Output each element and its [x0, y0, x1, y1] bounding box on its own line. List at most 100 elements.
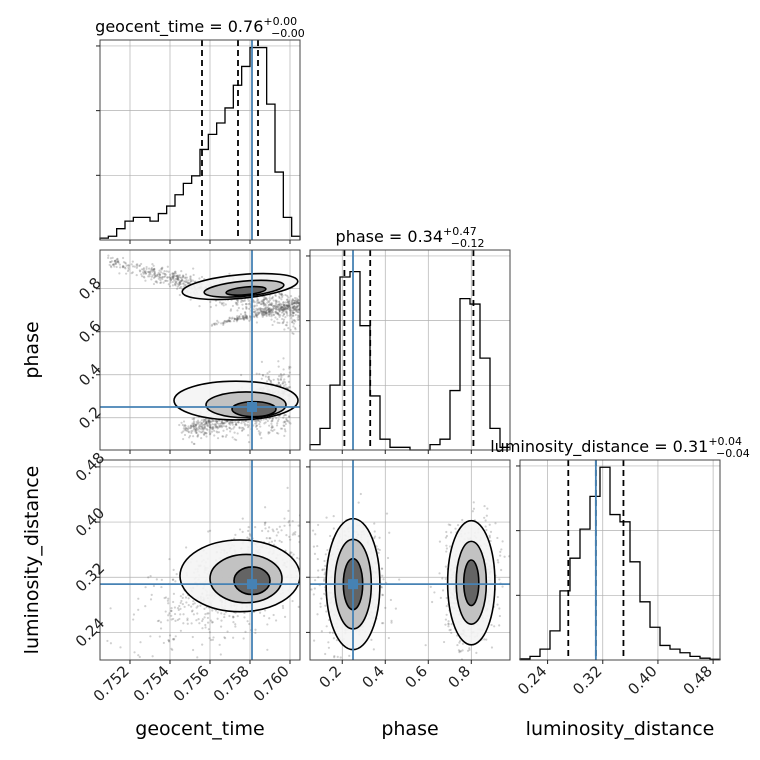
panel-phase-luminosity_distance-sample [493, 625, 496, 628]
title-sub-luminosity_distance: −0.04 [716, 447, 750, 460]
panel-geocent_time-phase-sample [286, 314, 289, 317]
panel-geocent_time-phase-sample [263, 302, 266, 305]
panel-phase-luminosity_distance-sample [458, 650, 461, 653]
panel-geocent_time-phase-sample [176, 282, 179, 286]
panel-phase-luminosity_distance-sample [489, 530, 493, 534]
panel-geocent_time-phase-sample [279, 314, 282, 317]
panel-geocent_time-phase-sample [292, 299, 296, 302]
panel-phase-luminosity_distance-sample [325, 625, 328, 628]
panel-geocent_time-phase-sample [285, 312, 289, 315]
panel-geocent_time-phase-sample [215, 425, 218, 428]
panel-phase-luminosity_distance-sample [382, 622, 385, 625]
panel-geocent_time-phase-sample [295, 300, 298, 303]
panel-geocent_time-phase-sample [285, 310, 288, 313]
panel-geocent_time-phase-sample [221, 435, 224, 438]
panel-geocent_time-luminosity_distance-sample [300, 535, 302, 537]
panel-geocent_time-phase-sample [282, 307, 285, 310]
panel-geocent_time-phase-sample [184, 283, 187, 287]
panel-geocent_time-phase-sample [278, 296, 281, 300]
panel-geocent_time-phase-sample [112, 263, 115, 266]
panel-geocent_time-phase-sample [209, 420, 212, 423]
panel-geocent_time-phase-sample [223, 320, 226, 323]
panel-geocent_time-phase-sample [268, 297, 271, 300]
panel-geocent_time-phase-sample [261, 314, 264, 317]
panel-geocent_time-luminosity_distance-sample [329, 543, 331, 545]
panel-geocent_time-phase-sample [226, 420, 230, 423]
panel-geocent_time-phase-sample [187, 281, 190, 285]
panel-geocent_time-phase-sample [149, 272, 152, 276]
panel-geocent_time-phase-sample [200, 428, 203, 431]
panel-phase-luminosity_distance-sample [499, 554, 502, 557]
panel-geocent_time-luminosity_distance-sample [196, 605, 199, 608]
panel-geocent_time-phase-sample [241, 420, 244, 423]
panel-geocent_time-luminosity_distance-sample [269, 537, 272, 540]
panel-geocent_time-phase-sample [265, 312, 268, 315]
panel-geocent_time-luminosity_distance-sample [147, 576, 150, 579]
panel-geocent_time-phase-sample [279, 308, 282, 311]
panel-geocent_time-phase-sample [176, 278, 179, 281]
panel-geocent_time-phase-sample [115, 259, 118, 262]
panel-geocent_time-phase-sample [207, 421, 211, 424]
panel-geocent_time-luminosity_distance-sample [166, 619, 169, 622]
panel-geocent_time-phase-sample [161, 267, 164, 270]
panel-geocent_time-phase-sample [112, 263, 115, 266]
panel-geocent_time-luminosity_distance-sample [301, 562, 303, 564]
panel-geocent_time-phase-sample [205, 435, 208, 438]
panel-geocent_time-luminosity_distance-sample [190, 622, 193, 625]
panel-geocent_time-phase-sample [151, 263, 154, 266]
panel-geocent_time-luminosity_distance-sample [296, 556, 299, 560]
panel-geocent_time-phase-sample [116, 258, 119, 261]
panel-geocent_time-luminosity_distance-sample [170, 618, 173, 621]
panel-phase-luminosity_distance-sample [325, 610, 328, 613]
panel-geocent_time-phase-sample [264, 313, 267, 316]
panel-geocent_time-phase-sample [267, 313, 270, 316]
panel-geocent_time-luminosity_distance-sample [186, 617, 189, 620]
panel-phase-luminosity_distance-sample [458, 651, 461, 654]
panel-geocent_time-phase-sample [274, 294, 277, 298]
panel-geocent_time-phase-sample [260, 310, 263, 314]
panel-geocent_time-phase-sample [242, 315, 245, 318]
panel-geocent_time-phase-sample [234, 301, 238, 304]
panel-geocent_time-phase-sample [156, 273, 159, 276]
panel-geocent_time-luminosity_distance-sample [271, 528, 274, 531]
panel-geocent_time-phase-sample [271, 297, 274, 300]
panel-geocent_time-phase-sample [234, 423, 237, 426]
panel-geocent_time-luminosity_distance-content [100, 460, 331, 660]
panel-geocent_time-phase-sample [287, 380, 291, 383]
panel-geocent_time-phase-sample [186, 281, 190, 284]
panel-geocent_time-phase-sample [257, 311, 261, 315]
panel-geocent_time-phase-sample [171, 284, 175, 287]
panel-geocent_time-phase-sample [215, 420, 218, 423]
panel-geocent_time-phase-sample [177, 274, 180, 277]
panel-geocent_time-phase-sample [152, 268, 155, 272]
panel-geocent_time-phase-sample [187, 279, 190, 282]
panel-geocent_time-luminosity_distance-sample [278, 539, 281, 542]
panel-geocent_time-phase-sample [230, 421, 233, 424]
panel-geocent_time-phase-sample [261, 298, 265, 302]
panel-geocent_time-phase-sample [255, 307, 258, 310]
panel-geocent_time-phase-sample [260, 300, 263, 304]
panel-geocent_time-phase-sample [268, 424, 271, 427]
panel-geocent_time-phase-sample [269, 307, 272, 310]
panel-geocent_time-phase-sample [159, 271, 163, 274]
panel-geocent_time-phase-sample [166, 276, 169, 279]
panel-geocent_time-phase-sample [295, 303, 298, 306]
panel-phase-luminosity_distance-sample [319, 605, 322, 608]
panel-geocent_time-phase-sample [287, 419, 290, 423]
panel-geocent_time-phase-sample [244, 314, 247, 317]
panel-geocent_time-phase-sample [265, 380, 269, 383]
panel-geocent_time-phase-sample [282, 373, 286, 376]
panel-geocent_time-phase-sample [185, 276, 189, 279]
panel-phase-luminosity_distance-sample [373, 530, 376, 533]
hist-geocent_time-frame [99, 39, 301, 241]
panel-geocent_time-phase-sample [177, 278, 180, 281]
panel-geocent_time-phase-sample [214, 423, 217, 426]
panel-geocent_time-phase-sample [279, 306, 283, 309]
panel-geocent_time-phase-sample [171, 274, 175, 277]
panel-geocent_time-luminosity_distance-sample [228, 614, 231, 618]
panel-geocent_time-phase-sample [287, 305, 291, 308]
panel-geocent_time-luminosity_distance-sample [151, 655, 154, 658]
panel-geocent_time-phase-sample [242, 315, 245, 318]
panel-geocent_time-phase-sample [192, 418, 195, 421]
panel-geocent_time-luminosity_distance-sample [192, 603, 195, 606]
